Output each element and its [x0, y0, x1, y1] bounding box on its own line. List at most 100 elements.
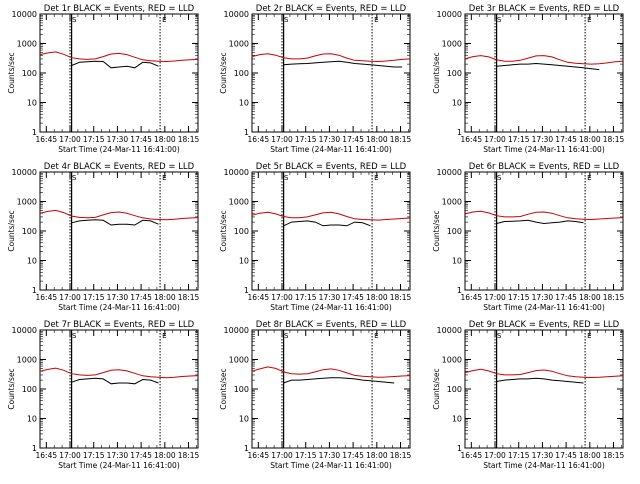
y-tick-label: 10 — [452, 415, 462, 424]
y-tick-label: 100 — [234, 227, 249, 236]
y-axis-label: Counts/sec — [7, 368, 16, 409]
y-tick-label: 10000 — [12, 326, 37, 335]
y-axis-label: Counts/sec — [219, 368, 228, 409]
y-tick-label: 10000 — [224, 326, 249, 335]
start-marker-letter: S — [497, 16, 502, 24]
y-tick-label: 100 — [447, 385, 462, 394]
start-marker-letter: S — [497, 332, 502, 340]
y-tick-label: 1000 — [17, 198, 37, 207]
y-tick-label: 10000 — [12, 10, 37, 19]
x-axis-label: Start Time (24-Mar-11 16:41:00) — [483, 303, 605, 312]
x-tick-label: 18:00 — [579, 293, 601, 302]
x-tick-label: 17:30 — [319, 451, 341, 460]
x-tick-label: 18:15 — [390, 135, 412, 144]
x-tick-label: 18:00 — [366, 293, 388, 302]
chart-panel-9: Det 9r BLACK = Events, RED = LLD 1 10 100 10… — [432, 320, 625, 470]
panel-title: Det 5r BLACK = Events, RED = LLD — [256, 162, 407, 172]
y-tick-label: 1 — [32, 286, 37, 295]
x-tick-label: 17:30 — [532, 135, 554, 144]
chart-panel-3: Det 3r BLACK = Events, RED = LLD 1 10 100 10… — [432, 4, 625, 154]
x-tick-label: 17:45 — [130, 451, 152, 460]
x-tick-label: 16:45 — [36, 451, 58, 460]
start-marker-letter: S — [72, 332, 77, 340]
series-events-line — [71, 60, 159, 69]
series-lld-line — [39, 367, 199, 379]
x-tick-label: 17:00 — [59, 451, 81, 460]
panel-title: Det 1r BLACK = Events, RED = LLD — [44, 4, 195, 14]
series-events-line — [71, 219, 159, 226]
y-tick-label: 1 — [244, 286, 249, 295]
plot-frame — [39, 13, 199, 133]
series-lld-line — [39, 51, 199, 63]
y-tick-label: 10000 — [437, 326, 462, 335]
x-tick-label: 17:45 — [342, 451, 364, 460]
series-events-line — [283, 220, 371, 227]
x-tick-label: 17:45 — [342, 135, 364, 144]
x-tick-label: 17:30 — [532, 451, 554, 460]
chart-panel-8: Det 8r BLACK = Events, RED = LLD 1 10 100 10… — [219, 320, 412, 470]
chart-panel-1: Det 1r BLACK = Events, RED = LLD 1 10 100 10… — [7, 4, 200, 154]
x-tick-label: 18:15 — [390, 451, 412, 460]
x-tick-label: 17:15 — [295, 293, 317, 302]
x-tick-label: 16:45 — [461, 451, 483, 460]
chart-panel-4: Det 4r BLACK = Events, RED = LLD 1 10 100 10… — [7, 162, 200, 312]
x-tick-label: 18:00 — [154, 135, 176, 144]
y-tick-label: 1000 — [442, 356, 462, 365]
x-tick-label: 17:15 — [508, 293, 530, 302]
panel-title: Det 2r BLACK = Events, RED = LLD — [256, 4, 407, 14]
series-lld-line — [464, 368, 624, 379]
x-tick-label: 17:30 — [532, 293, 554, 302]
y-axis-label: Counts/sec — [432, 52, 441, 93]
y-tick-label: 1 — [244, 444, 249, 453]
series-lld-line — [464, 210, 624, 221]
start-marker-letter: S — [284, 16, 289, 24]
x-tick-label: 16:45 — [248, 451, 270, 460]
y-tick-label: 10 — [27, 257, 37, 266]
y-tick-label: 10000 — [224, 10, 249, 19]
y-tick-label: 1 — [457, 128, 462, 137]
x-tick-label: 18:00 — [579, 135, 601, 144]
x-tick-label: 17:00 — [271, 135, 293, 144]
y-tick-label: 10 — [239, 99, 249, 108]
series-lld-line — [464, 55, 624, 65]
x-tick-label: 18:00 — [366, 135, 388, 144]
y-tick-label: 1 — [244, 128, 249, 137]
x-tick-label: 16:45 — [248, 135, 270, 144]
x-tick-label: 17:15 — [83, 135, 105, 144]
start-marker-letter: S — [72, 16, 77, 24]
end-marker-letter: E — [374, 332, 378, 340]
x-axis-label: Start Time (24-Mar-11 16:41:00) — [58, 145, 180, 154]
plot-frame — [251, 13, 411, 133]
plot-frame — [251, 171, 411, 291]
x-tick-label: 17:15 — [295, 451, 317, 460]
x-tick-label: 16:45 — [36, 293, 58, 302]
x-tick-label: 16:45 — [461, 135, 483, 144]
plot-frame — [39, 329, 199, 449]
plot-frame — [251, 329, 411, 449]
end-marker-letter: E — [162, 332, 166, 340]
y-tick-label: 100 — [22, 227, 37, 236]
x-tick-label: 18:15 — [603, 293, 625, 302]
y-tick-label: 100 — [447, 69, 462, 78]
y-tick-label: 1000 — [17, 356, 37, 365]
y-axis-label: Counts/sec — [7, 210, 16, 251]
panel-title: Det 7r BLACK = Events, RED = LLD — [44, 320, 195, 330]
series-events-line — [283, 377, 395, 384]
y-tick-label: 10000 — [437, 10, 462, 19]
y-tick-label: 10000 — [437, 168, 462, 177]
x-tick-label: 16:45 — [461, 293, 483, 302]
x-tick-label: 17:00 — [484, 135, 506, 144]
chart-panel-5: Det 5r BLACK = Events, RED = LLD 1 10 100 10… — [219, 162, 412, 312]
y-axis-label: Counts/sec — [432, 368, 441, 409]
x-tick-label: 17:00 — [271, 451, 293, 460]
x-tick-label: 18:15 — [603, 451, 625, 460]
x-axis-label: Start Time (24-Mar-11 16:41:00) — [483, 145, 605, 154]
x-tick-label: 17:15 — [83, 293, 105, 302]
x-tick-label: 17:45 — [130, 135, 152, 144]
series-events-line — [496, 219, 584, 225]
x-tick-label: 17:15 — [508, 135, 530, 144]
plot-frame — [464, 171, 624, 291]
series-events-line — [496, 377, 584, 384]
y-tick-label: 1000 — [442, 40, 462, 49]
x-tick-label: 17:00 — [59, 293, 81, 302]
